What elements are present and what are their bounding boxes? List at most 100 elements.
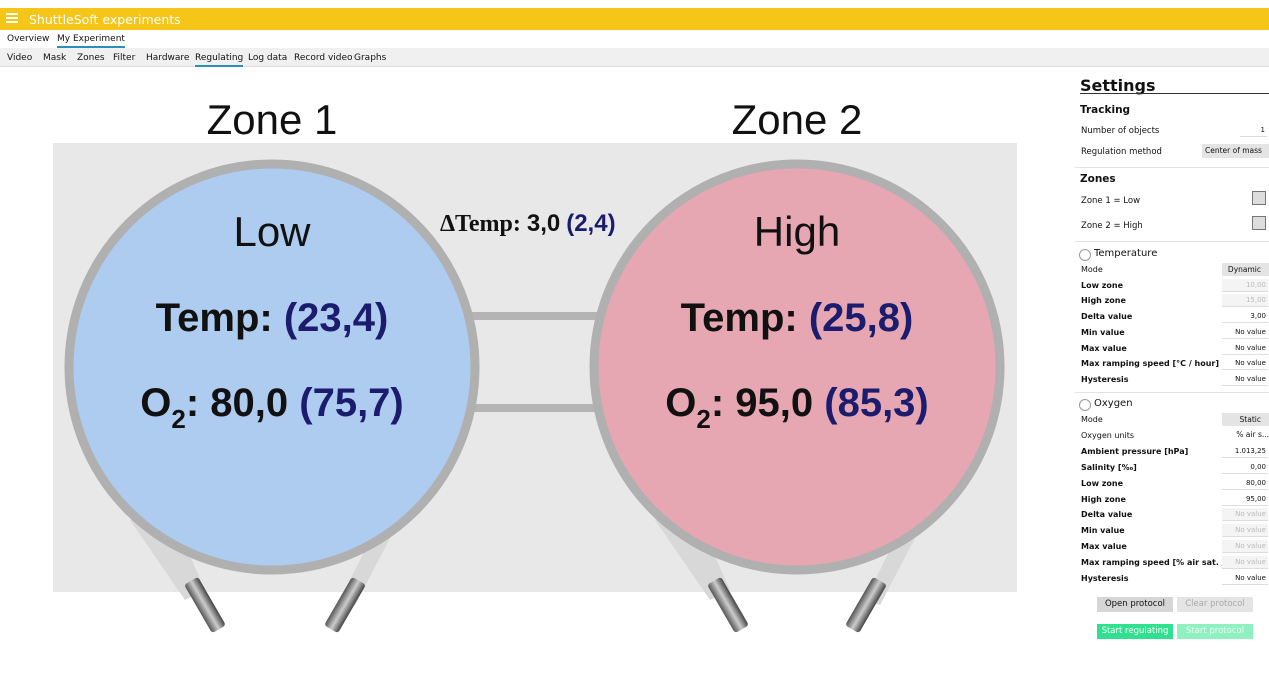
section-title: Temperature xyxy=(1094,248,1158,259)
delta-temp: ΔTemp: 3,0 (2,4) xyxy=(440,210,616,238)
zone-label: High xyxy=(753,208,841,255)
text-input[interactable]: No value xyxy=(1222,372,1268,386)
zone-setting: Zone 2 = High xyxy=(1081,221,1143,231)
temp-measured: (25,8) xyxy=(808,296,914,340)
button: Clear protocol xyxy=(1177,597,1253,612)
zone-icon[interactable] xyxy=(1252,216,1266,230)
o2-subscript: 2 xyxy=(171,404,186,434)
section-title: Oxygen xyxy=(1094,398,1133,409)
settings-title: Settings xyxy=(1080,76,1156,95)
o2-setpoint: : 80,0 xyxy=(185,381,289,425)
oxygen-line: O2: 80,0 (75,7) xyxy=(62,381,482,435)
zone-title: Zone 1 xyxy=(206,96,338,143)
setting-label: Delta value xyxy=(1081,312,1133,322)
text-input[interactable]: 80,00 xyxy=(1222,476,1268,490)
tab[interactable]: My Experiment xyxy=(57,34,125,48)
section-title: Zones xyxy=(1080,173,1116,185)
setting-label: Max value xyxy=(1081,542,1127,552)
divider xyxy=(1075,167,1269,168)
subtab[interactable]: Mask xyxy=(43,53,67,63)
text-input: No value xyxy=(1222,540,1268,554)
setting-label: Ambient pressure [hPa] xyxy=(1081,446,1189,456)
setting-label: Hysteresis xyxy=(1081,574,1129,583)
zone-label: Low xyxy=(233,208,311,255)
subtab[interactable]: Zones xyxy=(77,53,105,63)
divider xyxy=(1075,392,1269,393)
arena-drawing xyxy=(64,159,1005,633)
zone-title: Zone 2 xyxy=(731,96,863,143)
text-input: 10,00 xyxy=(1222,278,1268,292)
dropdown[interactable]: Static xyxy=(1222,413,1269,426)
setting-label: Min value xyxy=(1081,526,1125,536)
temp-label: Temp: xyxy=(680,296,798,340)
temp-label: Temp: xyxy=(155,296,273,340)
text-input: No value xyxy=(1222,556,1268,570)
setting-label: Max ramping speed [°C / hour] xyxy=(1081,359,1220,369)
text-input[interactable]: 1.013,25 xyxy=(1222,444,1268,458)
connector xyxy=(470,312,600,320)
subtab[interactable]: Regulating xyxy=(195,53,244,67)
zone-1-chamber xyxy=(64,159,480,575)
setting-label: High zone xyxy=(1081,296,1126,306)
temp-measured: (23,4) xyxy=(283,296,389,340)
delta-value: 3,0 xyxy=(526,210,561,237)
setting-label: Oxygen units xyxy=(1081,430,1135,440)
button: Start protocol xyxy=(1177,624,1253,639)
text-input[interactable]: No value xyxy=(1222,572,1268,585)
collapse-icon[interactable] xyxy=(1079,399,1091,411)
delta-label: ΔTemp: xyxy=(440,211,521,237)
connector xyxy=(470,404,600,412)
text-input[interactable]: No value xyxy=(1222,325,1268,339)
temp-line: Temp: (23,4) xyxy=(62,296,482,341)
subtab-bar xyxy=(0,48,1269,67)
menu-icon[interactable] xyxy=(6,13,18,23)
setting-label: Delta value xyxy=(1081,510,1133,520)
o2-subscript: 2 xyxy=(696,404,711,434)
oxygen-line: O2: 95,0 (85,3) xyxy=(587,381,1007,435)
setting-label: Max value xyxy=(1081,343,1127,353)
text-input[interactable]: No value xyxy=(1222,341,1268,355)
text-input: No value xyxy=(1222,508,1268,522)
setting-label: Salinity [‰] xyxy=(1081,462,1137,472)
number-input[interactable]: 1 xyxy=(1240,124,1267,137)
o2-measured: (75,7) xyxy=(299,381,404,425)
text-input[interactable]: 95,00 xyxy=(1222,492,1268,506)
text-input: No value xyxy=(1222,524,1268,538)
temp-line: Temp: (25,8) xyxy=(587,296,1007,341)
setting-label: Low zone xyxy=(1081,280,1124,290)
dropdown[interactable]: Center of mass xyxy=(1202,144,1269,158)
section-title: Tracking xyxy=(1080,104,1131,116)
tab[interactable]: Overview xyxy=(7,34,50,44)
setting-label: Regulation method xyxy=(1081,147,1162,157)
divider xyxy=(1075,241,1269,242)
subtab[interactable]: Graphs xyxy=(354,53,387,63)
subtab[interactable]: Filter xyxy=(113,53,136,63)
collapse-icon[interactable] xyxy=(1079,249,1091,261)
dropdown[interactable]: % air s... xyxy=(1236,429,1269,439)
button[interactable]: Open protocol xyxy=(1097,597,1173,612)
text-input[interactable]: 0,00 xyxy=(1222,460,1268,474)
setting-label: Low zone xyxy=(1081,478,1124,488)
subtab[interactable]: Log data xyxy=(248,53,288,63)
subtab[interactable]: Hardware xyxy=(146,53,190,63)
setting-label: Mode xyxy=(1081,265,1103,274)
setting-label: Min value xyxy=(1081,327,1125,337)
zone-2-chamber xyxy=(589,159,1005,575)
button[interactable]: Start regulating xyxy=(1097,624,1173,639)
subtab[interactable]: Record video xyxy=(294,53,353,63)
dropdown[interactable]: Dynamic xyxy=(1222,263,1269,276)
subtab[interactable]: Video xyxy=(7,53,33,63)
setting-label: Hysteresis xyxy=(1081,374,1129,384)
setting-label: Mode xyxy=(1081,415,1103,424)
o2-setpoint: : 95,0 xyxy=(710,381,814,425)
text-input[interactable]: 3,00 xyxy=(1222,310,1268,324)
divider xyxy=(1080,93,1269,94)
o2-measured: (85,3) xyxy=(824,381,929,425)
zone-icon[interactable] xyxy=(1252,191,1266,205)
text-input[interactable]: No value xyxy=(1222,357,1268,371)
text-input: 15,00 xyxy=(1222,294,1268,308)
title-bar xyxy=(0,8,1269,30)
app-title: ShuttleSoft experiments xyxy=(29,12,181,27)
setting-label: Number of objects xyxy=(1081,126,1160,136)
